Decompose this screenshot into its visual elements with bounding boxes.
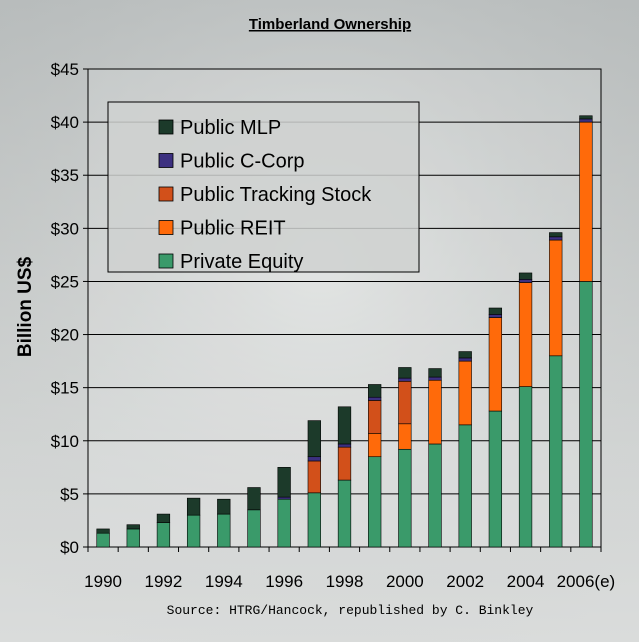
bar-segment: [186, 514, 201, 548]
bar-segment: [186, 497, 201, 516]
bar-segment: [307, 492, 321, 548]
y-tick-label: $40: [51, 113, 79, 132]
bar-segment: [579, 121, 593, 282]
bar-segment: [579, 281, 593, 548]
legend-swatch: [158, 119, 174, 135]
source-note: Source: HTRG/Hancock, republished by C. …: [167, 603, 534, 618]
bar-segment: [126, 524, 140, 530]
bar-segment: [337, 443, 352, 448]
bar-segment: [428, 368, 442, 378]
bar-segment: [579, 115, 593, 120]
legend-label: Public REIT: [180, 218, 286, 240]
bar-segment: [518, 282, 533, 387]
x-tick-label: 1994: [205, 572, 243, 591]
bar-segment: [96, 532, 110, 548]
bar-segment: [518, 279, 533, 283]
legend: Public MLP Public C-Corp Public Tracking S…: [107, 101, 420, 273]
bar-segment: [518, 386, 533, 548]
bar-segment: [96, 528, 110, 534]
bar-segment: [247, 509, 261, 548]
legend-swatch: [158, 153, 174, 168]
bar-segment: [368, 396, 382, 401]
legend-label: Public MLP: [180, 117, 281, 139]
bar-segment: [398, 380, 412, 425]
legend-swatch: [158, 186, 174, 202]
bar-segment: [488, 314, 503, 318]
bar-segment: [428, 379, 442, 445]
bar-segment: [277, 498, 291, 548]
bar-segment: [488, 307, 503, 315]
bar-segment: [398, 367, 412, 379]
bar-segment: [549, 355, 563, 548]
bar-segment: [549, 239, 563, 357]
bar-segment: [458, 351, 472, 359]
bar-segment: [368, 400, 382, 434]
bar-segment: [368, 433, 382, 458]
y-tick-label: $5: [60, 485, 79, 504]
x-tick-label: 1996: [265, 572, 303, 591]
y-tick-label: $45: [51, 60, 79, 79]
bar-segment: [337, 446, 352, 481]
y-tick-label: $25: [51, 272, 79, 291]
bar-segment: [458, 357, 472, 362]
x-tick-label: 2002: [446, 572, 484, 591]
bar-segment: [368, 384, 382, 398]
chart-title: Timberland Ownership: [249, 16, 411, 33]
bar-segment: [458, 360, 472, 426]
x-tick-label: 1998: [326, 572, 364, 591]
y-tick-label: $15: [51, 379, 79, 398]
y-tick-label: $20: [51, 326, 79, 345]
bar-segment: [126, 528, 140, 548]
bar-segment: [549, 232, 563, 238]
bar-segment: [156, 513, 171, 523]
bar-segment: [398, 423, 412, 450]
bar-segment: [428, 376, 442, 381]
y-axis-label: Billion US$: [15, 256, 36, 357]
legend-label: Private Equity: [180, 251, 303, 273]
legend-label: Public Tracking Stock: [180, 184, 372, 206]
y-tick-label: $10: [51, 432, 79, 451]
bar-segment: [217, 498, 231, 515]
bar-segment: [277, 467, 291, 498]
bar-segment: [337, 406, 352, 445]
bar-segment: [307, 460, 321, 494]
y-tick-label: $30: [51, 219, 79, 238]
bar-segment: [488, 410, 503, 548]
x-tick-label: 2006(e): [557, 572, 616, 591]
bar-segment: [368, 456, 382, 548]
bar-segment: [458, 424, 472, 548]
y-tick-label: $0: [60, 538, 79, 557]
bar-segment: [156, 522, 171, 548]
bar-segment: [488, 317, 503, 412]
bar-segment: [398, 448, 412, 548]
bar-segment: [217, 513, 231, 548]
bar-segment: [428, 443, 442, 548]
bar-segment: [307, 420, 321, 458]
bar-segment: [307, 456, 321, 462]
y-tick-label: $35: [51, 166, 79, 185]
bar-segment: [337, 479, 352, 548]
bar-segment: [398, 377, 412, 382]
bar-segment: [518, 272, 533, 280]
x-tick-label: 2004: [507, 572, 545, 591]
x-tick-label: 2000: [386, 572, 424, 591]
legend-label: Public C-Corp: [180, 151, 304, 173]
bar-segment: [277, 496, 291, 500]
x-tick-label: 1992: [145, 572, 183, 591]
bar-segment: [247, 487, 261, 511]
bar-segment: [579, 118, 593, 123]
legend-swatch: [158, 220, 174, 235]
x-tick-label: 1990: [84, 572, 122, 591]
legend-swatch: [158, 253, 174, 269]
bar-segment: [549, 236, 563, 241]
